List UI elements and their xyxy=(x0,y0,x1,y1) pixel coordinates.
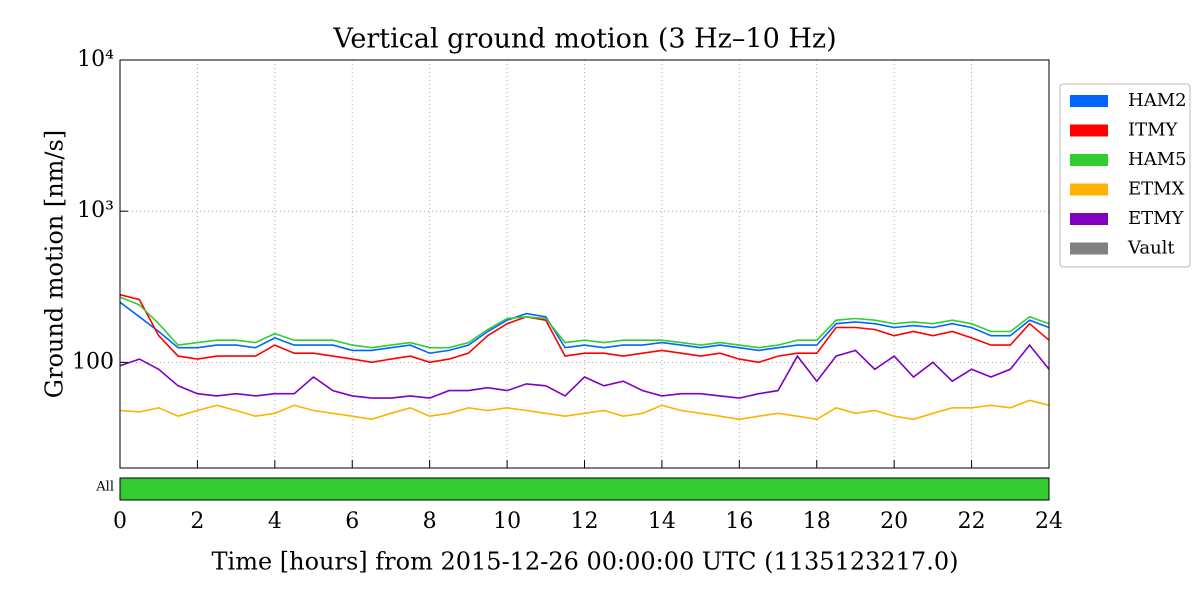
legend-label: ITMY xyxy=(1128,120,1179,141)
series-line xyxy=(119,399,1050,421)
x-tick-label: 16 xyxy=(725,509,753,534)
x-tick-label: 2 xyxy=(190,509,204,534)
legend-label: HAM5 xyxy=(1128,149,1187,170)
series-line xyxy=(119,343,1050,399)
legend-label: HAM2 xyxy=(1128,90,1187,111)
y-tick-label: 10⁴ xyxy=(77,47,114,72)
plot-frame xyxy=(119,59,1050,469)
series-line xyxy=(119,296,1050,349)
legend-swatch xyxy=(1070,183,1108,196)
legend-label: ETMY xyxy=(1128,208,1185,229)
state-bar xyxy=(119,477,1050,501)
chart-title: Vertical ground motion (3 Hz–10 Hz) xyxy=(332,24,836,55)
x-tick-label: 0 xyxy=(113,509,127,534)
x-tick-label: 20 xyxy=(880,509,908,534)
x-axis-label: Time [hours] from 2015-12-26 00:00:00 UT… xyxy=(212,548,959,576)
legend-label: Vault xyxy=(1127,238,1175,259)
x-tick-label: 22 xyxy=(958,509,986,534)
y-tick-label: 100 xyxy=(72,349,114,374)
legend-swatch xyxy=(1070,124,1108,137)
series-line xyxy=(119,301,1050,355)
x-tick-label: 18 xyxy=(803,509,831,534)
state-bar-label: All xyxy=(95,480,114,495)
legend-swatch xyxy=(1070,213,1108,225)
legend-swatch xyxy=(1070,242,1108,255)
y-tick-label: 10³ xyxy=(77,198,114,223)
x-tick-label: 10 xyxy=(493,509,521,534)
x-tick-label: 8 xyxy=(423,509,437,534)
x-tick-label: 4 xyxy=(268,509,282,534)
series-line xyxy=(119,293,1050,364)
x-tick-label: 24 xyxy=(1035,509,1063,534)
x-tick-label: 6 xyxy=(345,509,359,534)
y-axis-label: Ground motion [nm/s] xyxy=(41,130,69,398)
legend-swatch xyxy=(1070,154,1108,166)
x-tick-label: 14 xyxy=(648,509,676,534)
legend-swatch xyxy=(1070,95,1108,107)
legend-label: ETMX xyxy=(1128,179,1185,200)
x-tick-label: 12 xyxy=(571,509,599,534)
